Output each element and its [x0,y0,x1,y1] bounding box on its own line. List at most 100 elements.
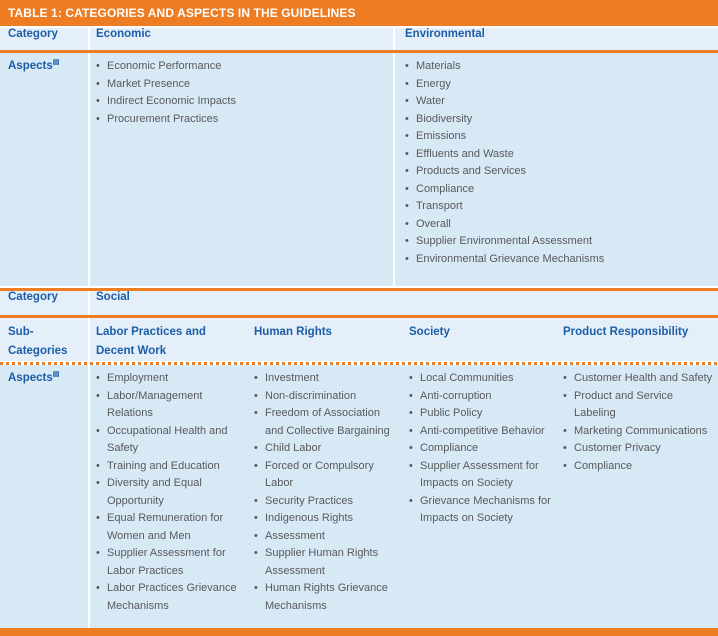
bullet-icon: • [405,182,409,195]
orange-rule [0,50,718,53]
bullet-icon: • [405,95,409,107]
orange-rule [0,288,718,291]
bullet-icon: • [96,477,100,489]
list-item: • Transport [405,198,718,216]
bullet-icon: • [96,512,100,524]
list-item: • Anti-competitive Behavior [409,423,557,441]
human-rights-aspects-list: • Investment • Non-discrimination • Freedom o… [248,365,403,628]
list-item: • Supplier Assessment for Impacts on Soci… [409,458,557,493]
list-item: • Energy [405,76,718,94]
society-header: Society [409,326,450,338]
environmental-aspects-list: • Materials • Energy • Water • Biodiversity • Emi… [395,53,718,286]
list-item: • Compliance [563,458,718,476]
list-item: • Labor/Management Relations [96,388,248,423]
aspects-footnote-marker: ▤ [52,371,60,378]
list-item-text: Local Communities [420,372,514,384]
bullet-icon: • [409,459,413,472]
bullet-icon: • [254,512,258,524]
bullet-icon: • [405,217,409,230]
economic-aspects-list: • Economic Performance • Market Presence • In… [90,53,395,286]
bullet-icon: • [405,77,409,90]
bullet-icon: • [405,235,409,247]
subcategories-label: Sub-Categories [0,318,90,361]
list-item: • Emissions [405,128,718,146]
list-item-text: Products and Services [416,165,527,177]
list-item: • Supplier Human Rights Assessment [254,545,403,580]
list-item: • Supplier Assessment for Labor Practices [96,545,248,580]
list-item-text: Occupational Health and Safety [107,424,228,455]
bullet-icon: • [96,60,100,72]
list-item-text: Procurement Practices [107,112,219,125]
list-item: • Local Communities [409,370,557,388]
list-item-text: Child Labor [265,442,322,454]
list-item-text: Effluents and Waste [416,147,514,160]
bullet-icon: • [96,112,100,125]
list-item: • Market Presence [96,76,393,94]
bullet-icon: • [409,372,413,384]
aspects-label: Aspects▤ [0,365,90,628]
white-gap [0,286,718,288]
list-item: • Supplier Environmental Assessment [405,233,718,251]
bullet-icon: • [409,424,413,437]
table-title: TABLE 1: CATEGORIES AND ASPECTS IN THE G… [8,6,356,20]
table-title-bar: TABLE 1: CATEGORIES AND ASPECTS IN THE G… [0,0,718,28]
list-item-text: Transport [416,200,463,212]
bullet-icon: • [563,424,567,437]
list-item-text: Labor Practices Grievance Mechanisms [107,582,237,612]
list-item-text: Freedom of Association and Collective Ba… [265,407,390,437]
list-item-text: Market Presence [107,77,191,90]
bullet-icon: • [254,407,258,419]
list-item-text: Water [416,95,445,107]
bullet-icon: • [254,494,258,507]
bullet-icon: • [254,372,258,384]
product-responsibility-aspects-list: • Customer Health and Safety • Product and … [557,365,718,628]
list-item-text: Equal Remuneration for Women and Men [107,512,224,542]
list-item-text: Indirect Economic Impacts [107,95,236,107]
list-item: • Non-discrimination [254,388,403,406]
society-aspects-list: • Local Communities • Anti-corruption • Publi… [403,365,557,628]
list-item-text: Compliance [420,442,479,454]
bullet-icon: • [254,547,258,559]
list-item: • Freedom of Association and Collective B… [254,405,403,440]
bullet-icon: • [409,407,413,419]
list-item-text: Grievance Mechanisms for Impacts on Soci… [420,494,551,525]
list-item-text: Anti-corruption [420,389,492,402]
list-item: • Labor Practices Grievance Mechanisms [96,580,248,615]
list-item: • Product and Service Labeling [563,388,718,423]
bullet-icon: • [409,389,413,402]
list-item-text: Assessment [265,529,325,542]
list-item: • Occupational Health and Safety [96,423,248,458]
list-item: • Diversity and Equal Opportunity [96,475,248,510]
list-item-text: Training and Education [107,459,220,472]
list-item: • Indigenous Rights [254,510,403,528]
bullet-icon: • [254,389,258,402]
list-item: • Economic Performance [96,58,393,76]
list-item: • Grievance Mechanisms for Impacts on Soc… [409,493,557,528]
list-item: • Equal Remuneration for Women and Men [96,510,248,545]
environmental-header: Environmental [405,28,485,40]
list-item-text: Customer Privacy [574,442,661,454]
list-item-text: Energy [416,77,451,90]
section2-header-row: Category Social [0,291,718,315]
bullet-icon: • [96,95,100,107]
bullet-icon: • [96,424,100,437]
list-item-text: Supplier Environmental Assessment [416,235,593,247]
section1-header-row: Category Economic Environmental [0,28,718,50]
bullet-icon: • [563,389,567,402]
dotted-orange-rule [0,361,718,365]
product-responsibility-header: Product Responsibility [563,326,689,338]
list-item-text: Compliance [574,459,633,472]
list-item-text: Supplier Assessment for Labor Practices [107,547,226,577]
list-item-text: Security Practices [265,494,354,507]
list-item: • Human Rights Grievance Mechanisms [254,580,403,615]
list-item: • Assessment [254,528,403,546]
list-item-text: Supplier Human Rights Assessment [265,547,379,577]
bullet-icon: • [254,442,258,454]
bullet-icon: • [405,200,409,212]
human-rights-header: Human Rights [254,326,332,338]
bullet-icon: • [254,459,258,472]
list-item: • Materials [405,58,718,76]
bullet-icon: • [405,112,409,125]
economic-header: Economic [90,28,395,50]
